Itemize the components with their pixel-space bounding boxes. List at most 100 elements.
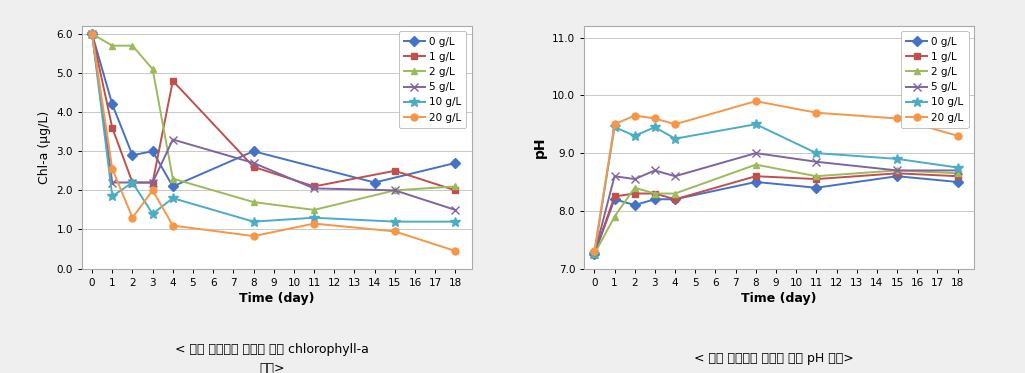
Y-axis label: pH: pH xyxy=(533,137,546,158)
1 g/L xyxy=(107,126,119,130)
0 g/L xyxy=(247,149,259,153)
Line: 10 g/L: 10 g/L xyxy=(87,29,460,226)
5 g/L xyxy=(167,137,179,142)
2 g/L xyxy=(107,43,119,48)
Line: 2 g/L: 2 g/L xyxy=(88,31,459,213)
Line: 5 g/L: 5 g/L xyxy=(590,149,961,258)
Line: 10 g/L: 10 g/L xyxy=(589,119,962,259)
1 g/L xyxy=(891,171,903,176)
10 g/L xyxy=(649,125,661,129)
1 g/L xyxy=(951,174,964,178)
2 g/L xyxy=(86,32,98,36)
5 g/L xyxy=(749,151,762,155)
20 g/L xyxy=(107,167,119,171)
0 g/L xyxy=(147,149,159,153)
2 g/L xyxy=(649,191,661,196)
5 g/L xyxy=(649,168,661,173)
2 g/L xyxy=(749,162,762,167)
0 g/L xyxy=(368,180,380,185)
0 g/L xyxy=(891,174,903,178)
10 g/L xyxy=(107,194,119,198)
1 g/L xyxy=(588,252,601,256)
20 g/L xyxy=(126,216,138,220)
5 g/L xyxy=(669,174,682,178)
Line: 5 g/L: 5 g/L xyxy=(88,30,459,214)
10 g/L xyxy=(449,219,461,224)
Legend: 0 g/L, 1 g/L, 2 g/L, 5 g/L, 10 g/L, 20 g/L: 0 g/L, 1 g/L, 2 g/L, 5 g/L, 10 g/L, 20 g… xyxy=(901,31,969,128)
0 g/L xyxy=(609,197,621,201)
2 g/L xyxy=(810,174,822,178)
1 g/L xyxy=(308,184,320,189)
Line: 1 g/L: 1 g/L xyxy=(88,31,459,194)
20 g/L xyxy=(388,229,401,233)
20 g/L xyxy=(167,223,179,228)
Line: 0 g/L: 0 g/L xyxy=(590,173,961,258)
10 g/L xyxy=(247,219,259,224)
10 g/L xyxy=(167,196,179,200)
1 g/L xyxy=(147,180,159,185)
1 g/L xyxy=(609,194,621,199)
5 g/L xyxy=(107,180,119,185)
5 g/L xyxy=(609,174,621,178)
20 g/L xyxy=(86,32,98,36)
20 g/L xyxy=(609,122,621,126)
1 g/L xyxy=(749,174,762,178)
2 g/L xyxy=(588,252,601,256)
5 g/L xyxy=(247,161,259,165)
20 g/L xyxy=(308,221,320,226)
20 g/L xyxy=(749,99,762,103)
2 g/L xyxy=(308,208,320,212)
Text: 변화>: 변화> xyxy=(259,362,284,373)
2 g/L xyxy=(167,176,179,181)
1 g/L xyxy=(649,191,661,196)
10 g/L xyxy=(308,216,320,220)
X-axis label: Time (day): Time (day) xyxy=(741,292,817,305)
2 g/L xyxy=(126,43,138,48)
Line: 1 g/L: 1 g/L xyxy=(590,170,961,258)
2 g/L xyxy=(628,185,641,190)
Line: 20 g/L: 20 g/L xyxy=(590,98,961,255)
20 g/L xyxy=(951,134,964,138)
0 g/L xyxy=(810,185,822,190)
Line: 0 g/L: 0 g/L xyxy=(88,31,459,190)
5 g/L xyxy=(588,252,601,256)
20 g/L xyxy=(247,234,259,238)
5 g/L xyxy=(628,177,641,181)
0 g/L xyxy=(749,180,762,184)
0 g/L xyxy=(86,32,98,36)
0 g/L xyxy=(107,102,119,107)
20 g/L xyxy=(669,122,682,126)
10 g/L xyxy=(588,252,601,256)
2 g/L xyxy=(609,214,621,219)
10 g/L xyxy=(86,32,98,36)
Line: 2 g/L: 2 g/L xyxy=(590,161,961,258)
1 g/L xyxy=(628,191,641,196)
5 g/L xyxy=(308,186,320,191)
10 g/L xyxy=(628,134,641,138)
20 g/L xyxy=(649,116,661,121)
1 g/L xyxy=(449,188,461,192)
10 g/L xyxy=(891,157,903,161)
5 g/L xyxy=(126,180,138,185)
5 g/L xyxy=(86,32,98,36)
1 g/L xyxy=(247,164,259,169)
Text: < 소재 투입량과 시간에 따른 pH 변화>: < 소재 투입량과 시간에 따른 pH 변화> xyxy=(694,352,854,366)
1 g/L xyxy=(669,197,682,201)
0 g/L xyxy=(126,153,138,157)
2 g/L xyxy=(147,67,159,71)
1 g/L xyxy=(126,180,138,185)
1 g/L xyxy=(86,32,98,36)
2 g/L xyxy=(247,200,259,204)
5 g/L xyxy=(388,188,401,192)
10 g/L xyxy=(609,125,621,129)
Y-axis label: Chl-a (μg/L): Chl-a (μg/L) xyxy=(38,111,51,184)
10 g/L xyxy=(749,122,762,126)
0 g/L xyxy=(649,197,661,201)
20 g/L xyxy=(449,249,461,253)
5 g/L xyxy=(147,180,159,185)
20 g/L xyxy=(588,249,601,254)
1 g/L xyxy=(810,177,822,181)
Text: < 소재 투입량과 시간에 따른 chlorophyll-a: < 소재 투입량과 시간에 따른 chlorophyll-a xyxy=(174,343,369,356)
2 g/L xyxy=(891,168,903,173)
10 g/L xyxy=(147,211,159,216)
